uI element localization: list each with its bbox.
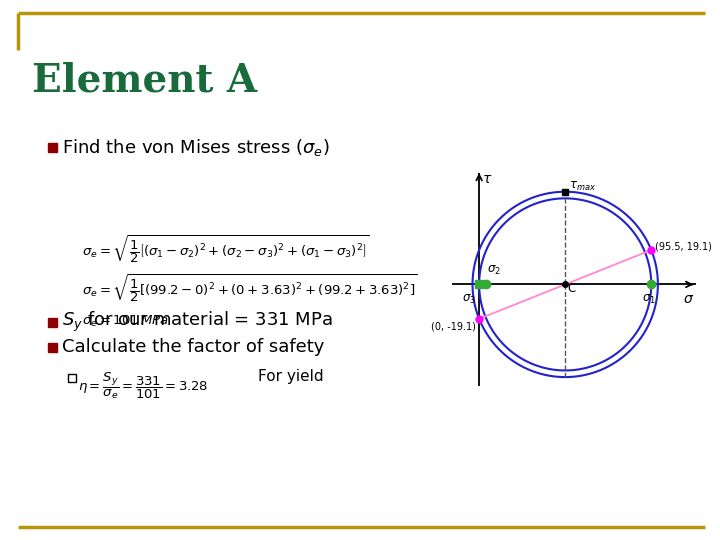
Text: $\tau_{max}$: $\tau_{max}$ xyxy=(569,180,596,193)
Text: Element A: Element A xyxy=(32,62,257,100)
Text: (0, -19.1): (0, -19.1) xyxy=(431,321,475,332)
Text: $\sigma$: $\sigma$ xyxy=(683,292,695,306)
Text: $\sigma_1$: $\sigma_1$ xyxy=(642,293,657,306)
Text: $\sigma_2$: $\sigma_2$ xyxy=(487,264,501,277)
Text: (95.5, 19.1): (95.5, 19.1) xyxy=(655,241,712,251)
Text: For yield: For yield xyxy=(258,368,323,383)
Text: Find the von Mises stress ($\sigma_e$): Find the von Mises stress ($\sigma_e$) xyxy=(62,137,330,158)
Bar xyxy=(68,374,76,382)
Text: Calculate the factor of safety: Calculate the factor of safety xyxy=(62,338,325,356)
Text: $\sigma_3$: $\sigma_3$ xyxy=(462,293,475,306)
Bar xyxy=(48,143,57,152)
Text: $\tau$: $\tau$ xyxy=(482,172,492,186)
Text: $\sigma_e = 101\,MPa$: $\sigma_e = 101\,MPa$ xyxy=(82,313,169,328)
Text: $\sigma_e = \sqrt{\dfrac{1}{2}\left[(\sigma_1 - \sigma_2)^2 + (\sigma_2 - \sigma: $\sigma_e = \sqrt{\dfrac{1}{2}\left[(\si… xyxy=(82,234,370,266)
Text: C: C xyxy=(567,282,575,295)
Bar xyxy=(48,342,57,352)
Text: $\eta = \dfrac{S_y}{\sigma_e} = \dfrac{331}{101} = 3.28$: $\eta = \dfrac{S_y}{\sigma_e} = \dfrac{3… xyxy=(78,371,208,401)
Text: $S_y$ for our material = 331 MPa: $S_y$ for our material = 331 MPa xyxy=(62,310,333,334)
Bar xyxy=(48,318,57,327)
Text: $\sigma_e = \sqrt{\dfrac{1}{2}\left[(99.2 - 0)^2 + (0 + 3.63)^2 + (99.2 + 3.63)^: $\sigma_e = \sqrt{\dfrac{1}{2}\left[(99.… xyxy=(82,273,418,305)
